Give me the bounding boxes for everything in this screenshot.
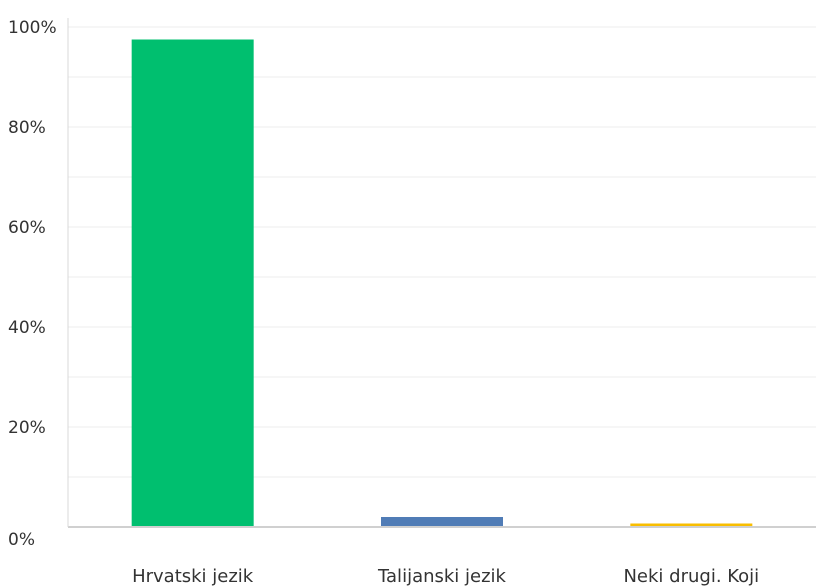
- y-tick-label: 80%: [8, 118, 46, 138]
- category-label: Talijanski jezik: [377, 566, 507, 587]
- y-tick-label: 20%: [8, 418, 46, 438]
- bar: [131, 39, 254, 527]
- bar: [630, 523, 753, 527]
- x-axis-categories: Hrvatski jezik Talijanski jezik Neki drugi…: [132, 566, 759, 587]
- category-label: Neki drugi. Koji: [623, 566, 759, 587]
- y-tick-label: 0%: [8, 530, 35, 550]
- category-label: Hrvatski jezik: [132, 566, 254, 587]
- y-tick-label: 100%: [8, 18, 57, 38]
- bars: [131, 39, 753, 527]
- y-axis-ticks: 0% 20% 40% 60% 80% 100%: [8, 18, 57, 550]
- bar: [381, 517, 503, 527]
- y-tick-label: 60%: [8, 218, 46, 238]
- y-tick-label: 40%: [8, 318, 46, 338]
